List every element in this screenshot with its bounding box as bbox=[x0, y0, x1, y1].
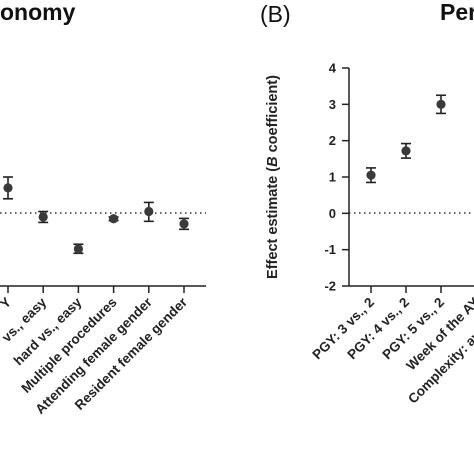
y-tick-label: 1 bbox=[329, 170, 336, 185]
y-tick-label: -1 bbox=[324, 242, 336, 257]
data-point bbox=[38, 212, 48, 222]
data-point bbox=[3, 183, 13, 193]
data-point bbox=[179, 219, 189, 229]
data-point bbox=[401, 146, 411, 156]
data-point bbox=[144, 206, 154, 217]
right-panel-title: Per bbox=[440, 0, 474, 25]
y-tick-label: -2 bbox=[324, 279, 336, 294]
y-tick-label: 3 bbox=[329, 97, 336, 112]
y-tick-label: 4 bbox=[329, 61, 337, 76]
left-panel-title: onomy bbox=[0, 0, 76, 25]
data-point bbox=[366, 170, 376, 180]
right-panel-label: (B) bbox=[260, 1, 291, 27]
y-tick-label: 2 bbox=[329, 133, 336, 148]
y-tick-label: 0 bbox=[329, 206, 336, 221]
right-y-axis-label: Effect estimate (B coefficient) bbox=[265, 75, 281, 279]
data-point bbox=[436, 99, 446, 109]
data-point bbox=[73, 244, 83, 254]
data-point bbox=[109, 214, 119, 224]
x-tick-label: Y bbox=[0, 295, 14, 312]
